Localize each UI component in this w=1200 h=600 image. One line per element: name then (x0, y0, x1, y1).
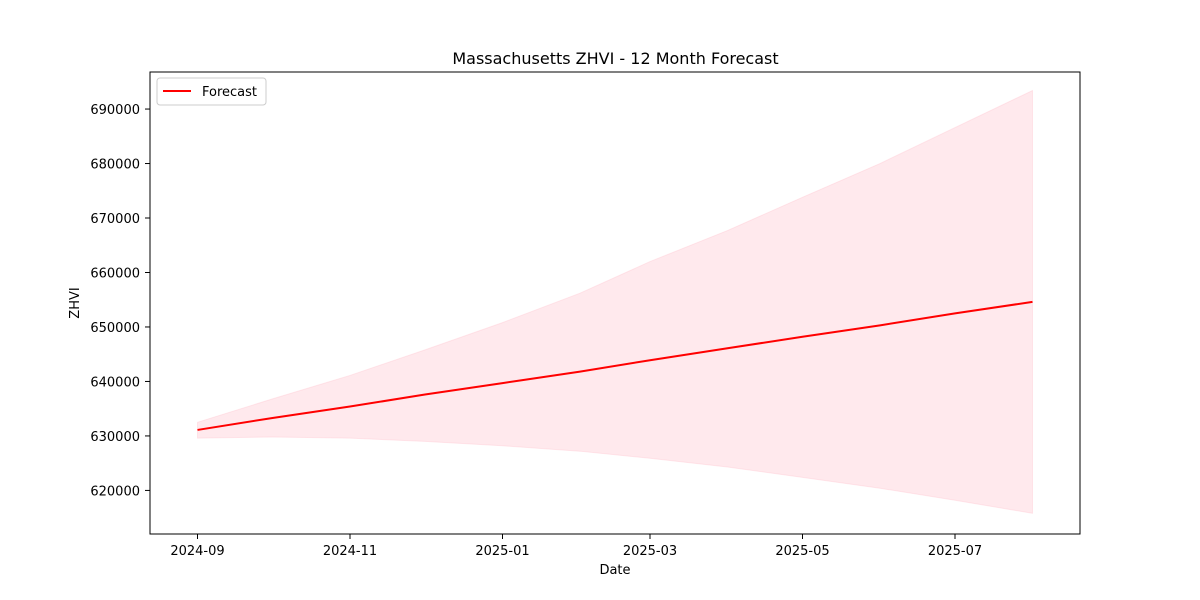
y-tick-label: 680000 (90, 158, 140, 173)
x-tick-label: 2024-09 (170, 544, 224, 559)
plot-area (197, 89, 1033, 514)
x-axis-label: Date (599, 563, 630, 578)
x-axis: 2024-09 2024-11 2025-01 2025-03 2025-05 2025-… (170, 534, 982, 559)
plot-frame (149, 71, 1081, 535)
x-tick-label: 2024-11 (323, 544, 377, 559)
y-tick-label: 690000 (90, 103, 140, 118)
y-tick-label: 670000 (90, 212, 140, 227)
legend-box (156, 77, 267, 106)
x-tick-label: 2025-07 (928, 544, 982, 559)
y-tick-label: 660000 (90, 266, 140, 281)
legend-label-forecast: Forecast (202, 85, 257, 100)
y-tick-label: 630000 (90, 430, 140, 445)
series-line-forecast (197, 300, 1033, 431)
chart-title: Massachusetts ZHVI - 12 Month Forecast (452, 49, 778, 68)
x-tick-label: 2025-01 (475, 544, 529, 559)
legend: Forecast (156, 77, 267, 106)
y-tick-label: 640000 (90, 375, 140, 390)
y-tick-label: 650000 (90, 321, 140, 336)
confidence-interval-band (197, 89, 1033, 514)
y-axis: 620000 630000 640000 650000 660000 670000 6800… (90, 103, 150, 499)
y-tick-label: 620000 (90, 484, 140, 499)
x-tick-label: 2025-05 (775, 544, 829, 559)
y-axis-label: ZHVI (68, 287, 83, 318)
x-tick-label: 2025-03 (623, 544, 677, 559)
